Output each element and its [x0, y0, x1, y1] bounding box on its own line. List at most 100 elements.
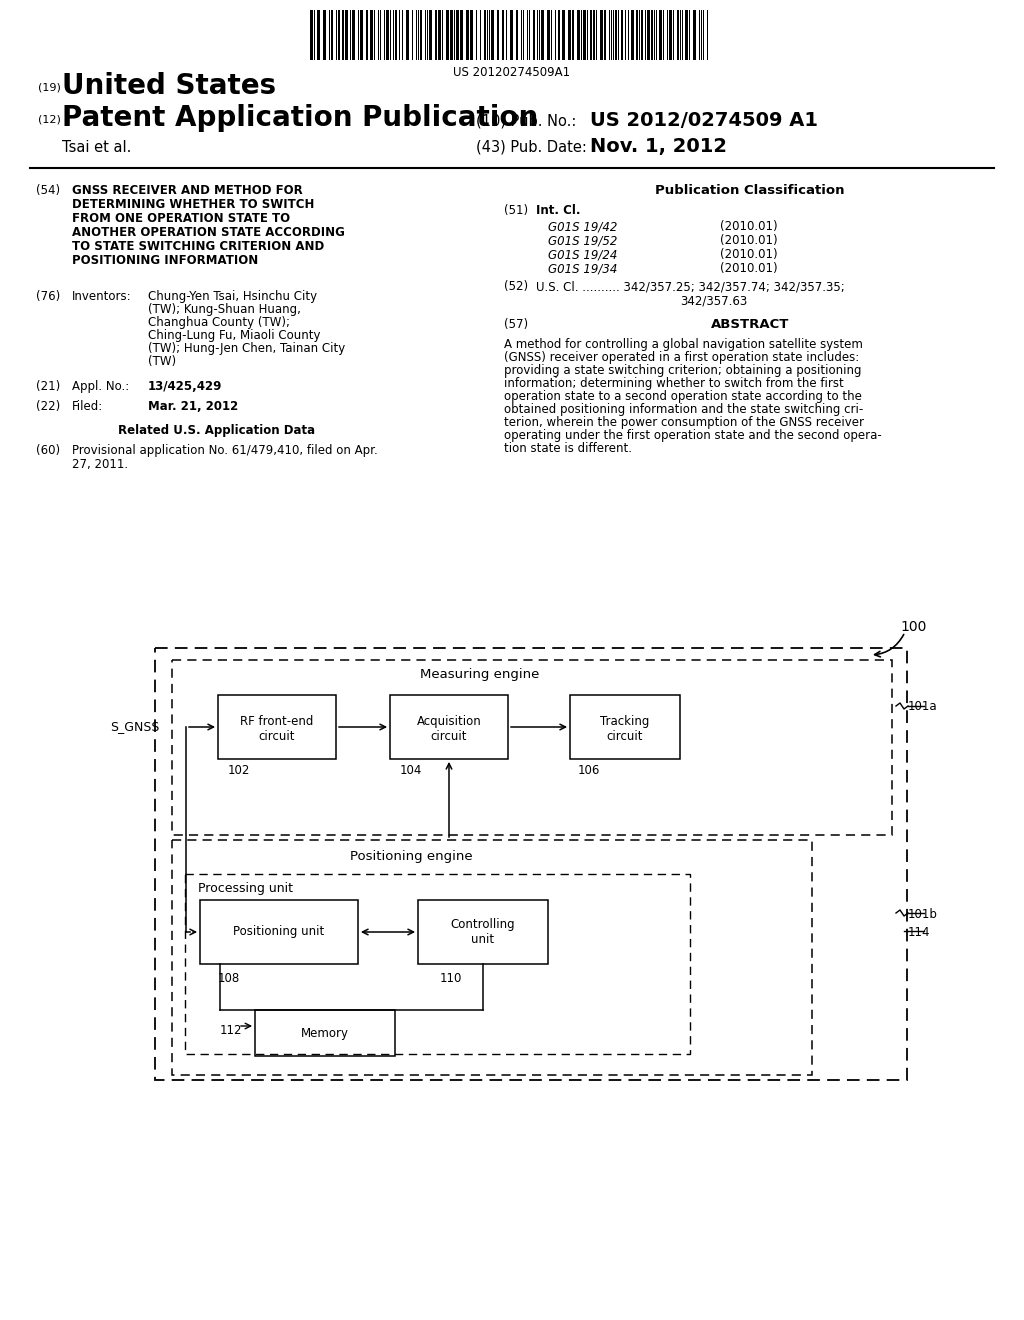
Text: Related U.S. Application Data: Related U.S. Application Data	[118, 424, 315, 437]
Text: Positioning engine: Positioning engine	[350, 850, 473, 863]
Text: (54): (54)	[36, 183, 60, 197]
Text: US 2012/0274509 A1: US 2012/0274509 A1	[590, 111, 818, 129]
Text: (TW); Kung-Shuan Huang,: (TW); Kung-Shuan Huang,	[148, 304, 301, 315]
Text: G01S 19/34: G01S 19/34	[548, 261, 617, 275]
Text: 104: 104	[400, 764, 422, 777]
Bar	[651, 11, 653, 59]
Text: 342/357.63: 342/357.63	[680, 294, 748, 308]
Text: Tsai et al.: Tsai et al.	[62, 140, 131, 154]
Text: (57): (57)	[504, 318, 528, 331]
Text: RF front-end
circuit: RF front-end circuit	[241, 715, 313, 743]
Bar	[172, 660, 892, 836]
Bar	[497, 11, 499, 59]
Bar	[647, 11, 650, 59]
Text: Measuring engine: Measuring engine	[420, 668, 540, 681]
Text: Mar. 21, 2012: Mar. 21, 2012	[148, 400, 239, 413]
Bar	[641, 11, 643, 59]
Bar	[185, 874, 690, 1053]
Bar	[429, 11, 432, 59]
Bar	[510, 11, 513, 59]
Bar	[435, 11, 437, 59]
Text: Acquisition
circuit: Acquisition circuit	[417, 715, 481, 743]
Text: G01S 19/52: G01S 19/52	[548, 234, 617, 247]
Text: 106: 106	[578, 764, 600, 777]
Bar	[502, 11, 504, 59]
Bar	[438, 11, 441, 59]
Text: information; determining whether to switch from the first: information; determining whether to swit…	[504, 378, 844, 389]
Text: (2010.01): (2010.01)	[720, 261, 777, 275]
Text: tion state is different.: tion state is different.	[504, 442, 632, 455]
Text: (51): (51)	[504, 205, 528, 216]
Bar	[338, 11, 340, 59]
Text: (TW): (TW)	[148, 355, 176, 368]
Bar	[568, 11, 571, 59]
Bar	[547, 11, 550, 59]
Bar	[558, 11, 560, 59]
Text: (2010.01): (2010.01)	[720, 234, 777, 247]
Bar	[621, 11, 623, 59]
Text: (21): (21)	[36, 380, 60, 393]
Text: 13/425,429: 13/425,429	[148, 380, 222, 393]
Bar	[636, 11, 638, 59]
Bar	[604, 11, 606, 59]
Text: Positioning unit: Positioning unit	[233, 925, 325, 939]
Bar	[450, 11, 453, 59]
Bar	[345, 11, 348, 59]
Text: Provisional application No. 61/479,410, filed on Apr.: Provisional application No. 61/479,410, …	[72, 444, 378, 457]
Bar	[456, 11, 459, 59]
Bar	[317, 11, 319, 59]
Text: S_GNSS: S_GNSS	[110, 721, 160, 734]
Text: providing a state switching criterion; obtaining a positioning: providing a state switching criterion; o…	[504, 364, 861, 378]
Text: G01S 19/24: G01S 19/24	[548, 248, 617, 261]
Bar	[352, 11, 355, 59]
Text: A method for controlling a global navigation satellite system: A method for controlling a global naviga…	[504, 338, 863, 351]
Bar	[572, 11, 574, 59]
Text: FROM ONE OPERATION STATE TO: FROM ONE OPERATION STATE TO	[72, 213, 290, 224]
Text: operation state to a second operation state according to the: operation state to a second operation st…	[504, 389, 862, 403]
Text: Patent Application Publication: Patent Application Publication	[62, 104, 539, 132]
Text: 114: 114	[908, 927, 931, 939]
Bar	[516, 11, 518, 59]
Bar	[255, 1010, 395, 1056]
Bar	[323, 11, 326, 59]
Bar	[366, 11, 368, 59]
Bar	[659, 11, 662, 59]
Bar	[541, 11, 544, 59]
Text: Chung-Yen Tsai, Hsinchu City: Chung-Yen Tsai, Hsinchu City	[148, 290, 317, 304]
Bar	[600, 11, 603, 59]
Text: Nov. 1, 2012: Nov. 1, 2012	[590, 137, 727, 156]
Text: 101a: 101a	[908, 700, 938, 713]
Text: TO STATE SWITCHING CRITERION AND: TO STATE SWITCHING CRITERION AND	[72, 240, 325, 253]
Bar	[470, 11, 473, 59]
Bar	[693, 11, 696, 59]
Text: POSITIONING INFORMATION: POSITIONING INFORMATION	[72, 253, 258, 267]
Text: 27, 2011.: 27, 2011.	[72, 458, 128, 471]
Text: Tracking
circuit: Tracking circuit	[600, 715, 649, 743]
Text: Controlling
unit: Controlling unit	[451, 917, 515, 946]
Text: (22): (22)	[36, 400, 60, 413]
Text: Ching-Lung Fu, Miaoli County: Ching-Lung Fu, Miaoli County	[148, 329, 321, 342]
Bar	[685, 11, 688, 59]
Text: ABSTRACT: ABSTRACT	[711, 318, 790, 331]
Bar	[534, 11, 535, 59]
Text: (GNSS) receiver operated in a first operation state includes:: (GNSS) receiver operated in a first oper…	[504, 351, 859, 364]
Text: obtained positioning information and the state switching cri-: obtained positioning information and the…	[504, 403, 863, 416]
Bar	[669, 11, 672, 59]
Bar	[577, 11, 580, 59]
Text: Filed:: Filed:	[72, 400, 103, 413]
Text: terion, wherein the power consumption of the GNSS receiver: terion, wherein the power consumption of…	[504, 416, 864, 429]
Bar	[406, 11, 409, 59]
Text: 101b: 101b	[908, 908, 938, 921]
Text: United States: United States	[62, 73, 276, 100]
Bar	[466, 11, 469, 59]
Bar	[583, 11, 586, 59]
Text: Int. Cl.: Int. Cl.	[536, 205, 581, 216]
Bar	[310, 11, 313, 59]
Bar	[490, 11, 494, 59]
Bar	[484, 11, 486, 59]
Text: (60): (60)	[36, 444, 60, 457]
Text: 102: 102	[228, 764, 251, 777]
Text: GNSS RECEIVER AND METHOD FOR: GNSS RECEIVER AND METHOD FOR	[72, 183, 303, 197]
Bar	[342, 11, 344, 59]
Text: 110: 110	[440, 972, 463, 985]
